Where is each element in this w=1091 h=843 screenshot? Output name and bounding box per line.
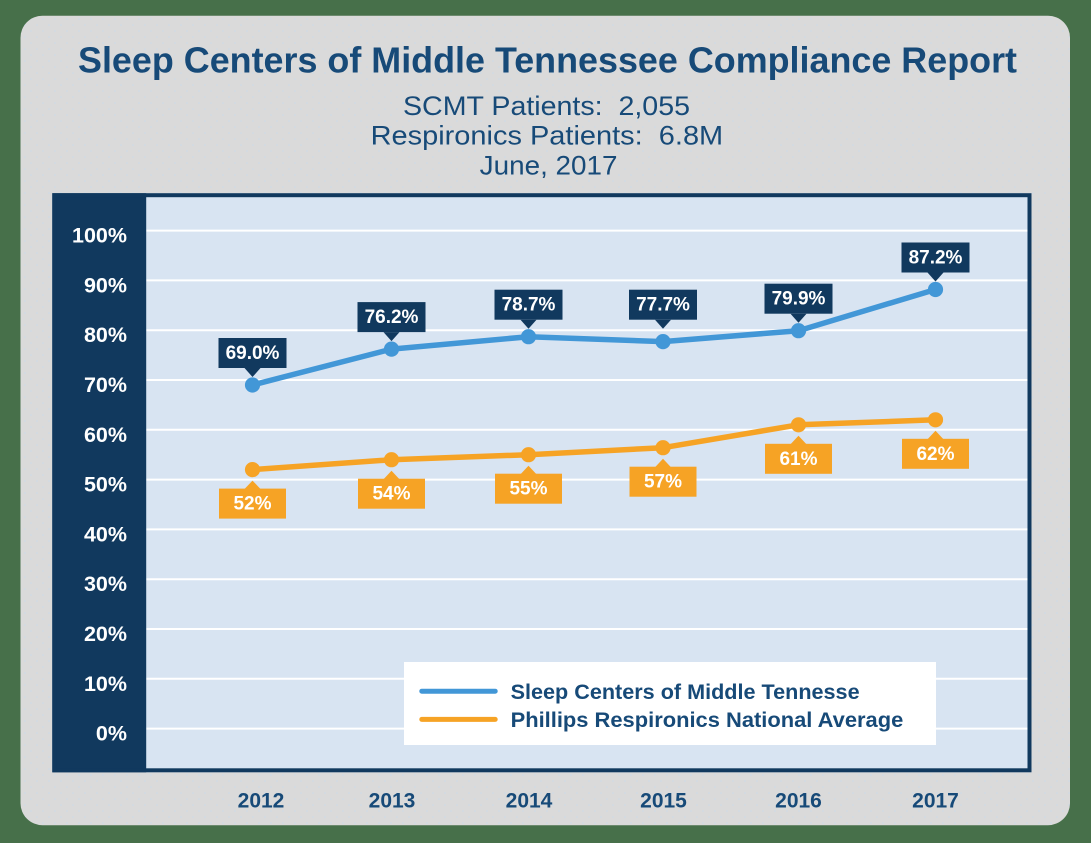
svg-text:10%: 10% [84,672,127,696]
svg-text:54%: 54% [372,484,410,505]
svg-text:79.9%: 79.9% [772,289,826,310]
svg-text:52%: 52% [233,494,271,515]
svg-text:2016: 2016 [775,789,822,812]
svg-text:60%: 60% [84,423,127,447]
svg-text:Phillips Respironics National: Phillips Respironics National Average [511,709,904,732]
svg-text:62%: 62% [916,444,954,465]
svg-text:2013: 2013 [369,789,416,812]
svg-text:30%: 30% [84,572,127,596]
svg-text:June, 2017: June, 2017 [480,150,618,180]
svg-text:87.2%: 87.2% [909,248,963,269]
svg-text:SCMT Patients: 2,055: SCMT Patients: 2,055 [403,91,690,121]
svg-text:57%: 57% [644,472,682,493]
svg-text:55%: 55% [509,479,547,500]
svg-text:2012: 2012 [238,789,285,812]
svg-text:40%: 40% [84,522,127,546]
svg-text:76.2%: 76.2% [365,307,419,328]
svg-text:100%: 100% [72,224,127,248]
svg-text:78.7%: 78.7% [502,295,556,316]
svg-text:Sleep Centers of Middle Tennes: Sleep Centers of Middle Tennessee Compli… [78,39,1017,80]
svg-text:90%: 90% [84,273,127,297]
svg-text:70%: 70% [84,373,127,397]
svg-text:2014: 2014 [506,789,553,812]
svg-text:61%: 61% [779,449,817,470]
svg-text:50%: 50% [84,473,127,497]
svg-text:2017: 2017 [912,789,959,812]
svg-text:69.0%: 69.0% [226,343,280,364]
svg-text:2015: 2015 [640,789,687,812]
svg-text:20%: 20% [84,622,127,646]
svg-text:77.7%: 77.7% [636,295,690,316]
svg-text:0%: 0% [96,722,127,746]
svg-text:Sleep Centers of Middle Tennes: Sleep Centers of Middle Tennesse [511,681,860,704]
svg-text:Respironics Patients: 6.8M: Respironics Patients: 6.8M [371,121,724,151]
svg-text:80%: 80% [84,323,127,347]
